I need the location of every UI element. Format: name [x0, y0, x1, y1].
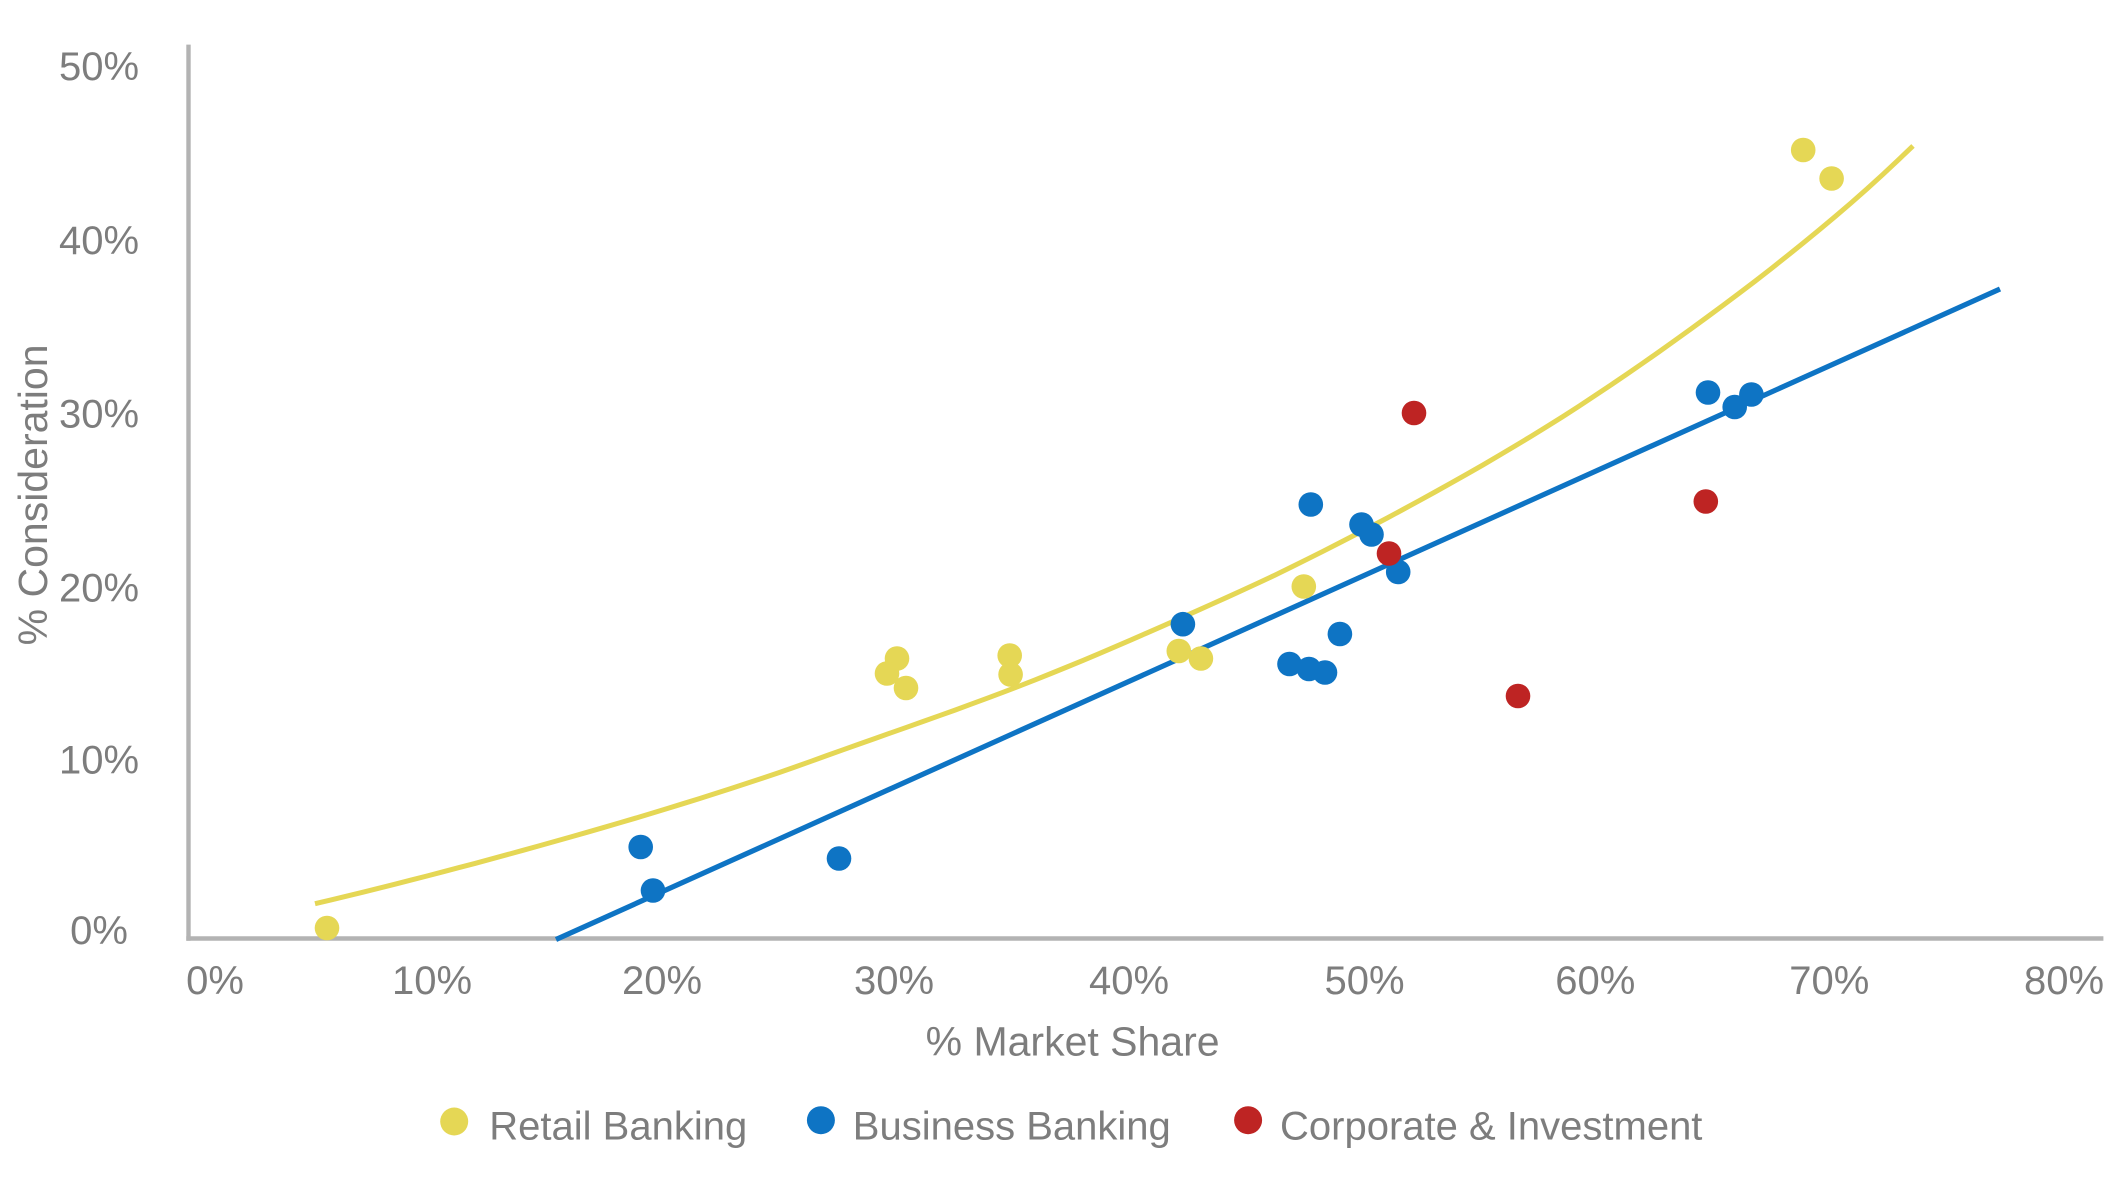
svg-text:10%: 10%: [59, 739, 139, 783]
svg-text:Corporate & Investment: Corporate & Investment: [1280, 1104, 1702, 1148]
svg-text:0%: 0%: [70, 909, 128, 953]
svg-text:50%: 50%: [1324, 959, 1404, 1003]
svg-text:80%: 80%: [2024, 959, 2104, 1003]
svg-text:Retail Banking: Retail Banking: [489, 1104, 747, 1148]
svg-text:Business Banking: Business Banking: [853, 1104, 1171, 1148]
svg-text:% Market Share: % Market Share: [926, 1019, 1220, 1065]
svg-text:20%: 20%: [59, 567, 139, 611]
svg-text:50%: 50%: [59, 45, 139, 89]
svg-text:30%: 30%: [854, 959, 934, 1003]
svg-text:40%: 40%: [1089, 959, 1169, 1003]
svg-text:20%: 20%: [622, 959, 702, 1003]
svg-text:% Consideration: % Consideration: [10, 344, 56, 645]
svg-text:40%: 40%: [59, 219, 139, 263]
svg-text:30%: 30%: [59, 392, 139, 436]
svg-text:60%: 60%: [1555, 959, 1635, 1003]
svg-text:0%: 0%: [186, 959, 244, 1003]
svg-text:70%: 70%: [1789, 959, 1869, 1003]
svg-text:10%: 10%: [392, 959, 472, 1003]
